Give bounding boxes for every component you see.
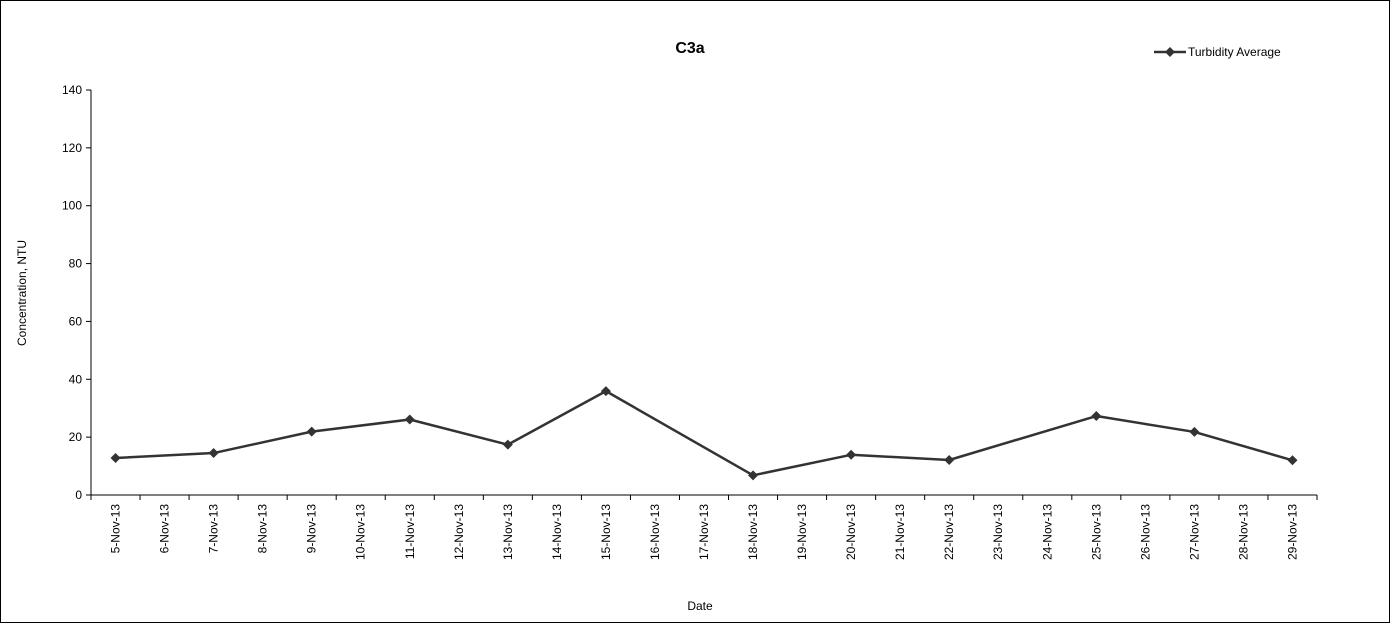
x-tick-label: 14-Nov-13 [550,504,564,560]
x-tick-label: 12-Nov-13 [452,504,466,560]
data-point [1287,455,1298,466]
legend-label: Turbidity Average [1188,45,1281,59]
data-point [306,426,317,437]
data-point [1091,411,1102,422]
y-tick-label: 20 [69,430,83,444]
x-tick-label: 29-Nov-13 [1285,504,1299,560]
x-tick-label: 21-Nov-13 [893,504,907,560]
data-point [600,386,611,397]
x-tick-label: 24-Nov-13 [1040,504,1054,560]
data-point [1189,426,1200,437]
x-tick-label: 22-Nov-13 [942,504,956,560]
x-tick-label: 8-Nov-13 [256,504,270,554]
series-turbidity-average [110,386,1298,481]
legend: Turbidity Average [1154,45,1281,59]
x-tick-label: 11-Nov-13 [403,504,417,559]
x-tick-label: 25-Nov-13 [1089,504,1103,560]
data-point [110,452,121,463]
x-tick-label: 13-Nov-13 [501,504,515,560]
x-tick-label: 15-Nov-13 [599,504,613,560]
y-tick-label: 80 [69,257,83,271]
data-point [404,414,415,425]
data-point [846,449,857,460]
y-tick-label: 140 [62,83,82,97]
x-tick-label: 17-Nov-13 [697,504,711,560]
y-axis-title: Concentration, NTU [15,240,29,346]
y-axis: 0 20 40 60 80 100 120 140 [62,83,92,502]
y-tick-label: 100 [62,199,82,213]
x-tick-label: 28-Nov-13 [1236,504,1250,560]
x-axis-title: Date [687,599,713,613]
x-tick-label: 6-Nov-13 [158,504,172,554]
x-tick-label: 20-Nov-13 [844,504,858,560]
x-tick-label: 10-Nov-13 [354,504,368,560]
data-point [944,454,955,465]
data-point [502,439,513,450]
x-tick-label: 16-Nov-13 [648,504,662,560]
data-point [208,448,219,459]
y-tick-label: 120 [62,141,82,155]
x-tick-label: 27-Nov-13 [1187,504,1201,560]
x-tick-label: 7-Nov-13 [207,504,221,554]
x-tick-label: 9-Nov-13 [305,504,319,554]
legend-marker-diamond [1165,47,1175,57]
x-tick-label: 19-Nov-13 [795,504,809,560]
x-tick-label: 5-Nov-13 [109,504,123,554]
y-tick-label: 60 [69,314,83,328]
series-line [115,389,1293,477]
x-axis: 5-Nov-13 6-Nov-13 7-Nov-13 8-Nov-13 9-Nov-13… [90,494,1318,560]
y-tick-label: 40 [69,372,83,386]
x-tick-label: 23-Nov-13 [991,504,1005,560]
y-tick-label: 0 [75,488,82,502]
chart-title: C3a [675,40,704,57]
x-tick-label: 18-Nov-13 [746,504,760,560]
data-point [748,470,759,481]
x-tick-label: 26-Nov-13 [1138,504,1152,560]
